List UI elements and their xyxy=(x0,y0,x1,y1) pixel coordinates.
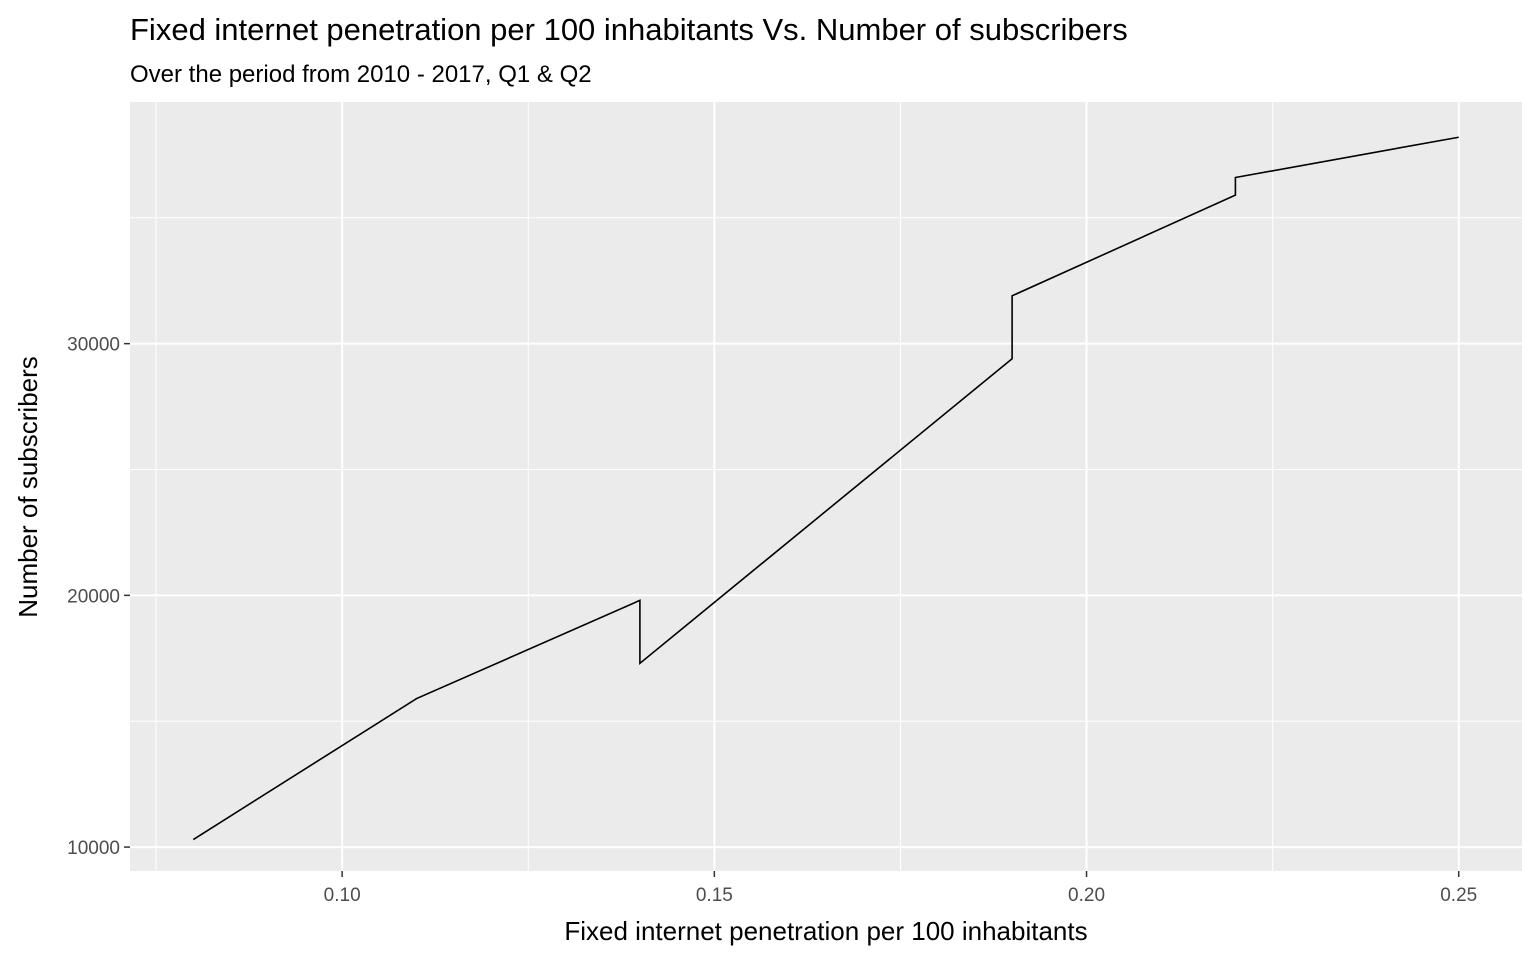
x-tick-label: 0.10 xyxy=(324,885,361,906)
y-tick-label: 20000 xyxy=(67,586,120,607)
minor-gridlines xyxy=(130,102,1522,871)
y-tick-label: 10000 xyxy=(67,838,120,859)
x-tick-label: 0.15 xyxy=(696,885,733,906)
series-layer xyxy=(192,136,1459,841)
chart-subtitle: Over the period from 2010 - 2017, Q1 & Q… xyxy=(130,61,592,88)
y-axis-title: Number of subscribers xyxy=(13,356,43,618)
x-tick-label: 0.25 xyxy=(1440,885,1477,906)
x-axis-title: Fixed internet penetration per 100 inhab… xyxy=(564,916,1087,946)
series-line xyxy=(192,136,1459,841)
x-axis: 0.10 0.15 0.20 0.25 xyxy=(324,871,1477,906)
y-axis: 10000 20000 30000 xyxy=(67,335,130,859)
major-gridlines xyxy=(130,102,1522,871)
chart-title: Fixed internet penetration per 100 inhab… xyxy=(130,12,1128,47)
plot-panel xyxy=(130,102,1522,871)
x-tick-label: 0.20 xyxy=(1068,885,1105,906)
y-tick-label: 30000 xyxy=(67,335,120,356)
